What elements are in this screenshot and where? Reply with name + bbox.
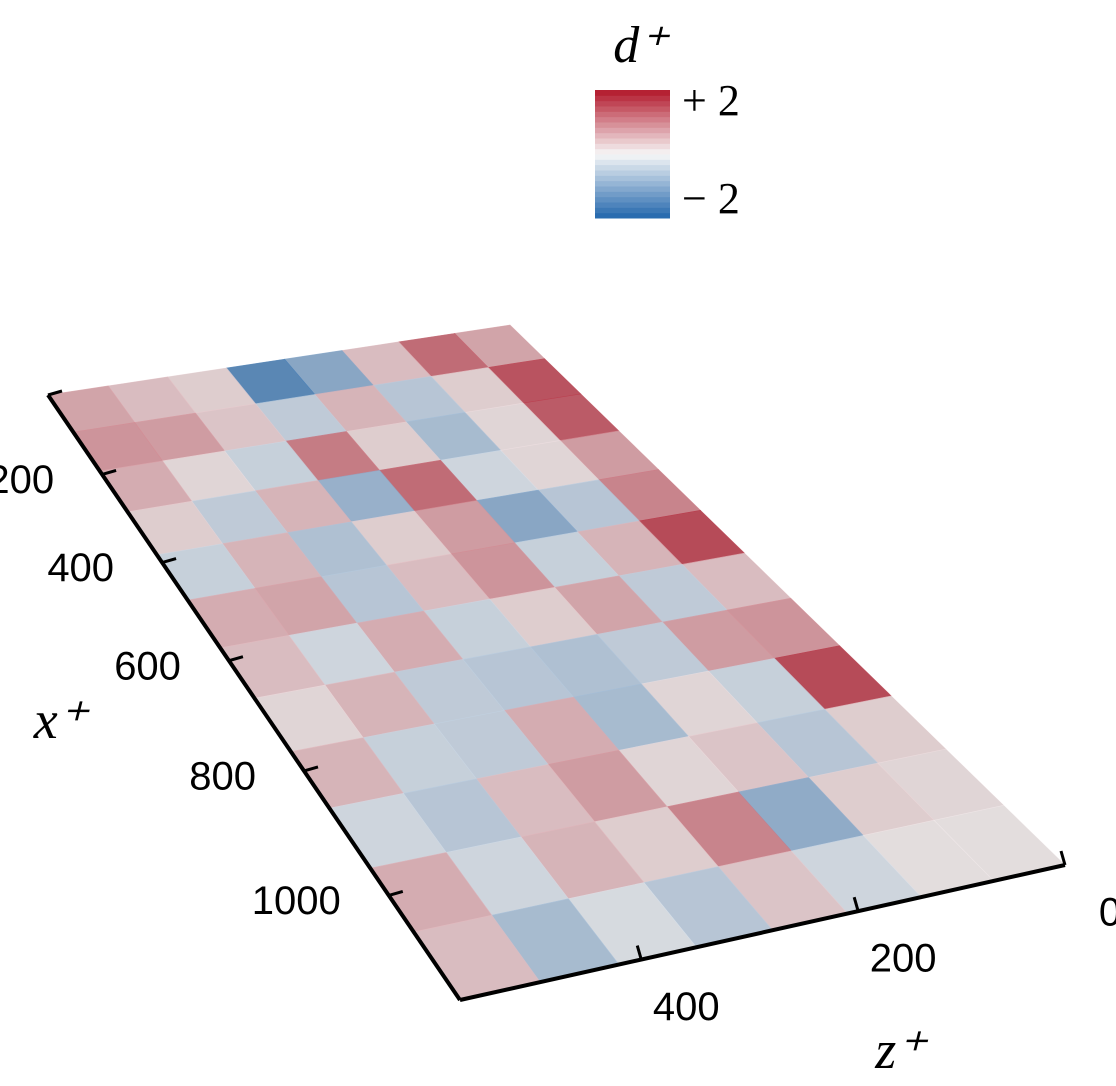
colorbar-stripe (595, 127, 670, 134)
z-tick (852, 896, 860, 912)
colorbar-stripe (595, 138, 670, 144)
x-tick-label: 400 (47, 546, 114, 590)
colorbar-stripe (595, 159, 670, 166)
colorbar-stripe (595, 132, 670, 139)
colorbar-stripe (595, 170, 670, 176)
colorbar-stripe (595, 111, 670, 118)
x-tick-label: 1000 (252, 879, 341, 923)
colorbar-stripe (595, 90, 670, 96)
colorbar-stripe (595, 207, 670, 214)
colorbar-stripe (595, 95, 670, 102)
x-tick-label: 800 (189, 754, 256, 798)
z-tick (1059, 850, 1067, 866)
x-tick (388, 889, 404, 897)
colorbar-tick-label: − 2 (682, 174, 740, 223)
colorbar-stripe (595, 196, 670, 203)
colorbar-stripe (595, 116, 670, 123)
x-tick (303, 765, 319, 773)
x-tick (228, 655, 244, 663)
colorbar-title: d⁺ (613, 17, 670, 74)
colorbar-stripe (595, 202, 670, 208)
z-tick-label: 400 (653, 985, 720, 1029)
colorbar-stripe (595, 143, 670, 150)
colorbar-stripe (595, 180, 670, 187)
colorbar-stripe (595, 100, 670, 107)
colorbar-stripe (595, 164, 670, 171)
colorbar-stripe (595, 106, 670, 112)
colorbar-tick-label: + 2 (682, 76, 740, 125)
z-tick-label: 200 (870, 937, 937, 981)
x-tick (47, 389, 63, 397)
axes: 020040060080010000200400 (0, 389, 1116, 1029)
colorbar-stripe (595, 175, 670, 182)
colorbar-stripe (595, 154, 670, 160)
colorbar-stripe (595, 212, 670, 219)
x-tick-label: 200 (0, 458, 54, 502)
colorbar: + 2 − 2 (595, 76, 740, 223)
colorbar-stripe (595, 186, 670, 192)
surface (47, 324, 1066, 1001)
colorbar-stripe (595, 148, 670, 155)
x-axis-label: x⁺ (33, 690, 90, 750)
z-tick (635, 945, 643, 960)
x-tick (101, 468, 117, 476)
colorbar-stripe (595, 122, 670, 128)
x-tick (161, 557, 177, 564)
colorbar-stripe (595, 191, 670, 198)
z-axis-line (459, 863, 1066, 1002)
x-tick-label: 600 (114, 644, 181, 688)
z-tick-label: 0 (1099, 891, 1116, 935)
z-axis-label: z⁺ (874, 1020, 928, 1080)
x-axis-line (46, 393, 462, 1002)
